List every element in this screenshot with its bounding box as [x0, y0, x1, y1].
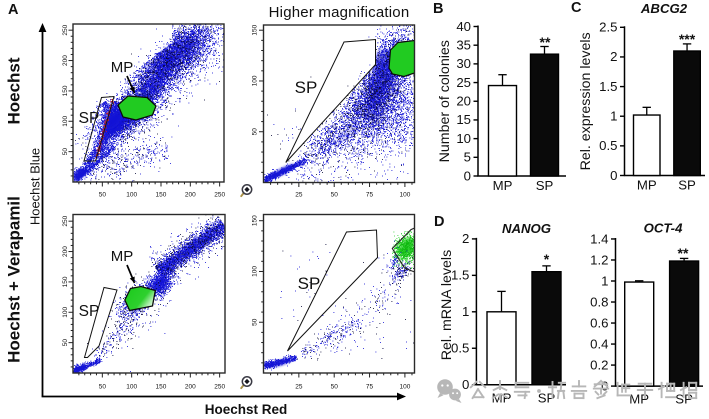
svg-text:0.8: 0.8	[590, 294, 608, 309]
svg-text:75: 75	[366, 384, 374, 391]
svg-text:0: 0	[610, 168, 617, 183]
svg-text:150: 150	[62, 85, 69, 96]
svg-text:SP: SP	[538, 391, 556, 406]
svg-text:SP: SP	[79, 303, 100, 320]
svg-text:150: 150	[252, 215, 259, 226]
svg-text:50: 50	[62, 339, 69, 347]
svg-text:50: 50	[99, 384, 107, 391]
svg-text:50: 50	[331, 384, 339, 391]
svg-text:100: 100	[126, 192, 137, 199]
svg-text:200: 200	[185, 384, 196, 391]
svg-text:0.4: 0.4	[590, 336, 608, 351]
svg-text:35: 35	[456, 37, 471, 52]
svg-text:50: 50	[62, 148, 69, 156]
svg-text:Higher magnification: Higher magnification	[269, 4, 410, 21]
svg-text:50: 50	[331, 192, 339, 199]
svg-text:250: 250	[214, 192, 225, 199]
svg-text:2: 2	[610, 49, 617, 64]
svg-text:Hoechst Red: Hoechst Red	[205, 402, 288, 417]
svg-text:*: *	[544, 251, 550, 267]
svg-text:25: 25	[295, 384, 303, 391]
svg-text:Rel. expression levels: Rel. expression levels	[578, 32, 594, 170]
svg-text:SP: SP	[536, 178, 554, 193]
svg-text:D: D	[434, 214, 444, 230]
svg-text:50: 50	[99, 192, 107, 199]
svg-text:MP: MP	[629, 392, 649, 407]
svg-text:***: ***	[679, 31, 696, 47]
svg-text:2.5: 2.5	[599, 20, 617, 35]
svg-text:250: 250	[62, 24, 69, 35]
svg-text:OCT-4: OCT-4	[644, 221, 683, 236]
svg-text:Hoechst Blue: Hoechst Blue	[28, 148, 43, 225]
svg-text:0.6: 0.6	[590, 315, 608, 330]
svg-text:100: 100	[126, 384, 137, 391]
svg-text:200: 200	[62, 246, 69, 257]
svg-text:20: 20	[456, 94, 471, 109]
svg-text:200: 200	[62, 55, 69, 66]
svg-text:1: 1	[610, 109, 617, 124]
svg-text:1.2: 1.2	[590, 252, 608, 267]
svg-text:150: 150	[252, 24, 259, 35]
svg-text:B: B	[433, 1, 443, 17]
svg-text:50: 50	[252, 128, 259, 136]
svg-text:Hoechst: Hoechst	[5, 57, 24, 124]
svg-text:100: 100	[399, 384, 410, 391]
svg-text:10: 10	[456, 131, 471, 146]
svg-text:1.4: 1.4	[590, 231, 608, 246]
svg-text:C: C	[571, 0, 582, 16]
svg-text:250: 250	[62, 215, 69, 226]
svg-text:A: A	[8, 2, 19, 18]
svg-text:200: 200	[185, 192, 196, 199]
svg-text:100: 100	[252, 75, 259, 86]
svg-text:100: 100	[399, 192, 410, 199]
svg-text:SP: SP	[79, 110, 100, 127]
svg-text:30: 30	[456, 56, 471, 71]
svg-text:0: 0	[462, 377, 469, 392]
svg-text:40: 40	[456, 19, 471, 34]
svg-text:MP: MP	[493, 178, 513, 193]
svg-text:100: 100	[252, 266, 259, 277]
svg-text:1: 1	[601, 273, 608, 288]
svg-text:75: 75	[366, 192, 374, 199]
svg-text:SP: SP	[298, 274, 321, 293]
svg-text:Hoechst + Verapamil: Hoechst + Verapamil	[5, 196, 24, 363]
svg-text:250: 250	[214, 384, 225, 391]
svg-text:SP: SP	[295, 78, 318, 97]
svg-text:MP: MP	[492, 391, 512, 406]
svg-text:0: 0	[464, 168, 471, 183]
svg-text:0.2: 0.2	[590, 357, 608, 372]
svg-text:150: 150	[156, 192, 167, 199]
svg-text:Number of colonies: Number of colonies	[437, 40, 453, 162]
svg-text:0: 0	[601, 378, 608, 393]
svg-text:MP: MP	[637, 178, 657, 193]
svg-text:NANOG: NANOG	[502, 221, 551, 236]
svg-text:15: 15	[456, 112, 471, 127]
svg-text:25: 25	[295, 192, 303, 199]
svg-text:1.5: 1.5	[599, 79, 617, 94]
svg-text:Rel. mRNA levels: Rel. mRNA levels	[439, 250, 455, 360]
svg-text:**: **	[540, 34, 551, 50]
svg-text:**: **	[678, 245, 689, 261]
svg-text:5: 5	[464, 150, 471, 165]
svg-text:0.5: 0.5	[451, 341, 469, 356]
svg-text:MP: MP	[111, 59, 134, 76]
svg-text:MP: MP	[111, 248, 134, 265]
svg-text:1: 1	[462, 304, 469, 319]
svg-text:SP: SP	[678, 178, 696, 193]
svg-text:25: 25	[456, 75, 471, 90]
svg-text:150: 150	[62, 276, 69, 287]
svg-text:2: 2	[462, 231, 469, 246]
svg-text:0.5: 0.5	[599, 138, 617, 153]
svg-text:ABCG2: ABCG2	[640, 1, 688, 16]
svg-text:1.5: 1.5	[451, 268, 469, 283]
svg-text:100: 100	[62, 306, 69, 317]
svg-text:100: 100	[62, 115, 69, 126]
svg-text:50: 50	[252, 318, 259, 326]
svg-text:150: 150	[156, 384, 167, 391]
